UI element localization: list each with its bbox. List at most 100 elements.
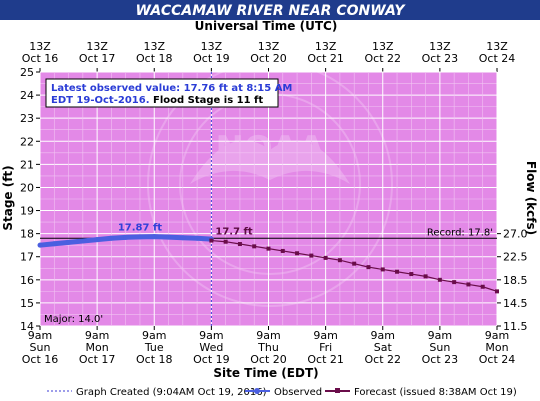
series-layer [37,234,499,294]
top-tick-label-date: Oct 24 [479,52,516,65]
observed-point [51,241,57,247]
noaa-watermark: NOAA [147,61,393,307]
chart-title: WACCAMAW RIVER NEAR CONWAY [135,3,406,19]
forecast-point [223,239,228,244]
legend-forecast-marker [335,388,340,393]
top-tick-label-time: 13Z [429,40,451,53]
top-tick-label-time: 13Z [372,40,394,53]
x-tick-label-time: 9am [142,329,166,342]
y2-tick-label: 22.5 [503,251,528,264]
y-tick-label: 23 [20,112,34,125]
x-tick-label-time: 9am [428,329,452,342]
observed-point [137,234,143,240]
x-tick-label-day: Mon [86,341,109,354]
x-tick-label-time: 9am [28,329,52,342]
top-tick-label-date: Oct 17 [79,52,116,65]
info-line-2: EDT 19-Oct-2016. Flood Stage is 11 ft [51,95,263,106]
y2-tick-label: 14.5 [503,297,528,310]
observed-point [94,237,100,243]
top-tick-label-date: Oct 21 [307,52,344,65]
top-tick-label-time: 13Z [86,40,108,53]
x-tick-label-day: Sun [429,341,450,354]
y2-tick-label: 27.0 [503,228,528,241]
watermark-bird-icon [190,140,350,184]
x-tick-label-day: Sat [374,341,393,354]
observed-point [66,239,72,245]
y-tick-label: 22 [20,135,34,148]
observed-point [80,238,86,244]
observed-point [108,235,114,241]
x-axis-label: Site Time (EDT) [213,366,318,380]
x-tick-label-date: Oct 21 [307,353,344,366]
top-tick-label-time: 13Z [486,40,508,53]
observed-point [37,242,43,248]
y-tick-label: 24 [20,89,34,102]
forecast-point [295,251,300,256]
observed-point [166,234,172,240]
info-line-1: Latest observed value: 17.76 ft at 8:15 … [51,83,292,94]
top-tick-label-date: Oct 19 [193,52,230,65]
y2-tick-label: 18.5 [503,274,528,287]
info-line-2-date: EDT 19-Oct-2016. [51,95,150,106]
x-tick-label-time: 9am [85,329,109,342]
legend-observed-marker [254,388,260,394]
peak-annotation: 17.87 ft [118,223,162,234]
y-tick-label: 15 [20,297,34,310]
y2-tick-label: 11.5 [503,320,528,333]
x-tick-label-date: Oct 19 [193,353,230,366]
forecast-point [409,272,414,277]
x-tick-label-time: 9am [199,329,223,342]
forecast-point [495,289,499,294]
y-tick-label: 16 [20,274,34,287]
x-tick-label-date: Oct 24 [479,353,516,366]
x-tick-label-day: Fri [319,341,332,354]
x-tick-label-time: 9am [485,329,509,342]
forecast-point [352,261,357,266]
observed-point [123,234,129,240]
x-tick-label-time: 9am [313,329,337,342]
forecast-point [209,238,214,243]
y-tick-label: 21 [20,158,34,171]
top-tick-label-date: Oct 22 [364,52,401,65]
top-tick-label-time: 13Z [315,40,337,53]
y-tick-label: 20 [20,181,34,194]
forecast-point [323,255,328,260]
right-axis-ticks: 11.5 14.5 18.5 22.5 27.0 [497,228,528,333]
watermark-noaa: NOAA [215,129,325,169]
x-tick-label-date: Oct 17 [79,353,116,366]
observed-point [194,235,200,241]
y2-axis-label: Flow (kcfs) [524,161,538,235]
x-tick-label-day: Sun [30,341,51,354]
forecast-point [380,267,385,272]
info-line-2-flood: Flood Stage is 11 ft [150,95,264,106]
observed-point [151,234,157,240]
x-tick-label-date: Oct 20 [250,353,287,366]
top-tick-label-date: Oct 18 [136,52,173,65]
y-axis-label: Stage (ft) [1,165,15,230]
x-tick-label-date: Oct 22 [364,353,401,366]
top-tick-label-date: Oct 23 [422,52,459,65]
record-label: Record: 17.8' [427,227,493,238]
x-tick-label-date: Oct 18 [136,353,173,366]
x-tick-label-day: Mon [485,341,508,354]
x-tick-label-date: Oct 16 [22,353,59,366]
forecast-point [437,277,442,282]
y-tick-label: 25 [20,66,34,79]
forecast-point [237,242,242,247]
major-label: Major: 14.0' [44,314,103,325]
x-tick-label-time: 9am [256,329,280,342]
forecast-point [366,265,371,270]
legend-forecast-label: Forecast (issued 8:38AM Oct 19) [354,387,517,398]
y-tick-label: 18 [20,228,34,241]
watermark-ring-outer [147,61,393,307]
top-tick-label-time: 13Z [143,40,165,53]
forecast-point [266,246,271,251]
top-axis-title: Universal Time (UTC) [195,19,338,33]
forecast-point [480,284,485,289]
left-axis-ticks: 14 15 16 17 18 19 20 21 22 23 24 25 [20,66,40,333]
legend-created-label: Graph Created (9:04AM Oct 19, 2016) [76,387,267,398]
x-tick-label-day: Tue [144,341,164,354]
forecast-point [423,274,428,279]
